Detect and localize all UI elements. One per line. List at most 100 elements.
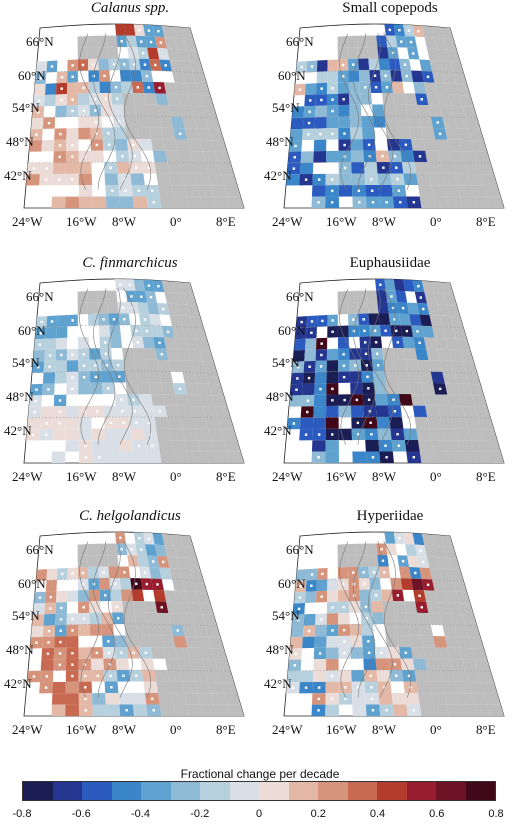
land-cell — [195, 173, 211, 186]
significance-marker — [330, 697, 334, 701]
significance-marker — [342, 75, 345, 78]
land-cell — [468, 383, 484, 396]
land-cell — [184, 383, 200, 395]
land-cell — [196, 636, 212, 649]
trend-cell — [56, 337, 68, 350]
trend-cell — [392, 704, 408, 716]
trend-cell — [350, 150, 364, 163]
land-cell — [227, 704, 244, 716]
land-cell — [437, 349, 452, 361]
trend-cell — [376, 670, 391, 682]
significance-marker — [47, 629, 51, 633]
significance-marker — [293, 156, 296, 159]
graticule-line — [287, 416, 491, 419]
bathymetry-contour — [123, 288, 152, 445]
land-cell — [173, 704, 189, 716]
significance-marker — [331, 433, 334, 436]
land-cell — [446, 451, 463, 463]
significance-marker — [307, 121, 311, 125]
significance-marker — [416, 330, 419, 333]
significance-marker — [393, 663, 397, 666]
significance-marker — [162, 560, 165, 564]
trend-cell — [65, 196, 79, 208]
trend-cell — [105, 196, 121, 208]
significance-marker — [159, 41, 163, 44]
land-cell — [456, 83, 471, 96]
significance-marker — [132, 651, 135, 654]
trend-cell — [137, 555, 150, 568]
trend-cell — [376, 417, 391, 429]
significance-marker — [381, 559, 385, 562]
significance-marker — [317, 201, 320, 204]
land-cell — [459, 603, 474, 615]
land-cell — [179, 360, 194, 373]
land-cell — [165, 658, 180, 671]
longitude-label: 8°W — [372, 214, 396, 229]
trend-cell — [120, 589, 134, 602]
land-cell — [156, 681, 172, 694]
longitude-label: 24°W — [272, 214, 303, 229]
land-cell — [193, 327, 207, 340]
significance-marker — [147, 29, 151, 32]
land-cell — [439, 417, 456, 429]
trend-cell — [154, 544, 167, 557]
trend-cell — [316, 71, 328, 84]
land-cell — [423, 590, 438, 603]
latitude-label: 54°N — [272, 355, 300, 370]
land-cell — [455, 428, 471, 441]
land-cell — [159, 704, 176, 716]
significance-marker — [35, 641, 38, 644]
land-cell — [158, 693, 174, 705]
land-cell — [423, 647, 438, 659]
significance-marker — [331, 399, 334, 402]
significance-marker — [331, 132, 334, 136]
land-cell — [183, 546, 197, 559]
land-cell — [179, 60, 194, 73]
trend-cell — [350, 127, 363, 140]
significance-marker — [109, 421, 112, 424]
land-cell — [414, 417, 430, 429]
significance-marker — [385, 201, 388, 204]
trend-cell — [78, 417, 92, 429]
significance-marker — [371, 697, 374, 700]
land-cell — [211, 140, 228, 152]
significance-marker — [317, 433, 321, 436]
trend-cell — [105, 440, 120, 452]
land-cell — [337, 291, 348, 304]
panel-title: Calanus spp. — [90, 0, 170, 16]
significance-marker — [297, 607, 301, 611]
significance-marker — [109, 166, 112, 169]
land-cell — [444, 185, 461, 197]
trend-cell — [65, 405, 79, 418]
map-panel: C. helgolandicus 66°N 60°N 54°N 48°N 42°N 24°W… — [0, 508, 260, 768]
land-cell — [416, 428, 432, 441]
land-cell — [168, 105, 183, 117]
land-cell — [145, 359, 160, 372]
trend-cell — [351, 670, 365, 682]
trend-cell — [119, 578, 132, 590]
significance-marker — [319, 132, 322, 136]
land-cell — [424, 292, 437, 305]
significance-marker — [357, 189, 361, 192]
land-cell — [431, 185, 447, 197]
significance-marker — [158, 341, 161, 345]
land-cell — [456, 128, 472, 141]
bathymetry-contour — [383, 33, 412, 190]
significance-marker — [412, 456, 416, 459]
significance-marker — [156, 583, 159, 586]
land-cell — [435, 139, 450, 152]
significance-marker — [137, 444, 141, 447]
land-cell — [77, 291, 88, 304]
land-cell — [460, 196, 477, 208]
significance-marker — [107, 143, 111, 147]
land-cell — [163, 337, 178, 350]
trend-cell — [101, 624, 114, 636]
trend-cell — [337, 567, 349, 579]
land-cell — [166, 303, 180, 316]
land-cell — [187, 139, 203, 152]
land-cell — [452, 670, 469, 682]
land-cell — [424, 37, 437, 50]
significance-marker — [143, 318, 147, 321]
bathymetry-contour — [383, 288, 412, 445]
trend-cell — [131, 589, 145, 602]
